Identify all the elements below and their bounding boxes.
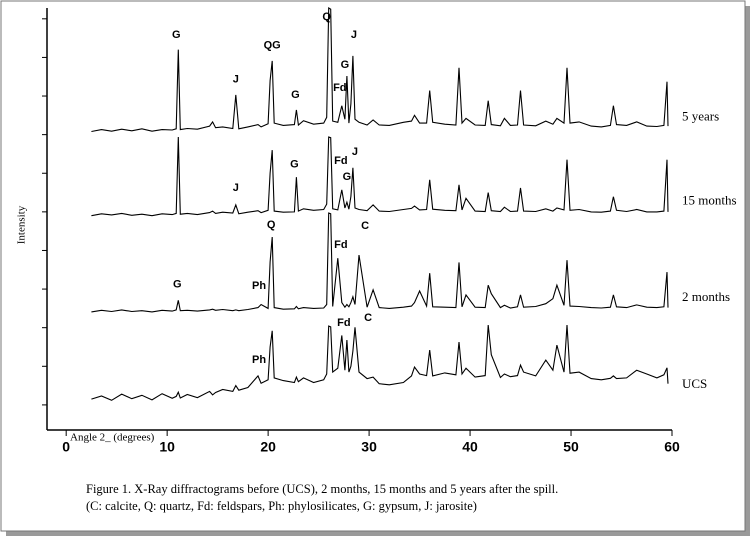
x-tick-label: 20 bbox=[260, 439, 276, 455]
series-label: 5 years bbox=[682, 109, 719, 124]
series-label: UCS bbox=[682, 376, 707, 391]
peak-label: C bbox=[361, 220, 369, 232]
y-axis-label: Intensity bbox=[16, 205, 28, 244]
peak-label: J bbox=[351, 29, 357, 41]
diffractogram-line bbox=[91, 212, 669, 313]
peak-label: Fd bbox=[334, 239, 347, 251]
diffractogram-line bbox=[91, 324, 669, 401]
peak-label: Q bbox=[267, 219, 276, 231]
x-tick-label: 60 bbox=[664, 439, 680, 455]
peak-label: G bbox=[341, 59, 350, 71]
peak-label: Q bbox=[322, 11, 331, 23]
x-tick-label: 30 bbox=[361, 439, 377, 455]
peak-label: G bbox=[173, 279, 182, 291]
peak-label: Fd bbox=[333, 82, 346, 94]
x-tick-label: 0 bbox=[62, 439, 70, 455]
caption-line: (C: calcite, Q: quartz, Fd: feldspars, P… bbox=[86, 499, 477, 513]
peak-label: Fd bbox=[334, 155, 347, 167]
series-label: 15 months bbox=[682, 193, 737, 208]
peak-label: C bbox=[364, 312, 372, 324]
peak-label: J bbox=[352, 146, 358, 158]
x-tick-label: 40 bbox=[462, 439, 478, 455]
peak-label: G bbox=[172, 29, 181, 41]
x-tick-label: 50 bbox=[563, 439, 579, 455]
x-tick-label: 10 bbox=[159, 439, 175, 455]
peak-label: J bbox=[233, 74, 239, 86]
peak-label: QG bbox=[264, 40, 281, 52]
diffractogram-line bbox=[91, 136, 669, 217]
frame bbox=[0, 0, 746, 532]
peak-label: G bbox=[343, 171, 352, 183]
peak-label: Ph bbox=[252, 354, 266, 366]
caption-line: Figure 1. X-Ray diffractograms before (U… bbox=[86, 482, 558, 496]
x-axis-label: Angle 2_ (degrees) bbox=[70, 432, 155, 444]
peak-label: Ph bbox=[252, 280, 266, 292]
diffractogram-line bbox=[91, 7, 669, 133]
peak-label: G bbox=[290, 159, 299, 171]
peak-label: J bbox=[233, 182, 239, 194]
peak-label: G bbox=[291, 89, 300, 101]
series-label: 2 months bbox=[682, 289, 730, 304]
peak-label: Fd bbox=[337, 317, 350, 329]
